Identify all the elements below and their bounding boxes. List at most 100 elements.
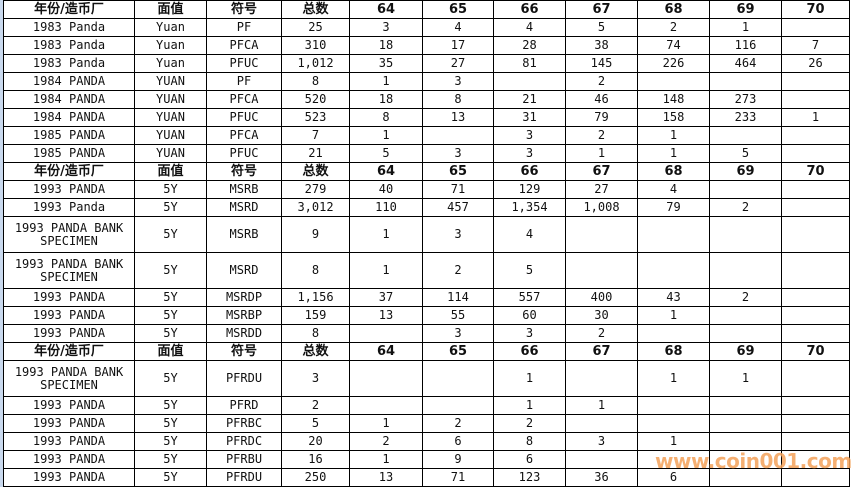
table-cell [781, 306, 850, 325]
table-cell: 5Y [134, 306, 207, 325]
table-cell: Yuan [134, 54, 207, 73]
table-cell: 17 [422, 36, 494, 55]
table-cell: 36 [565, 468, 638, 487]
table-cell: 26 [781, 54, 850, 73]
table-cell: 1,008 [565, 198, 638, 217]
table-cell: 5Y [134, 360, 207, 397]
table-cell: 5Y [134, 216, 207, 253]
table-cell: 5 [349, 144, 423, 163]
table-cell: 233 [709, 108, 782, 127]
table-cell [565, 414, 638, 433]
table-cell [781, 180, 850, 199]
table-cell [422, 126, 494, 145]
table-cell: 2 [422, 252, 494, 289]
table-cell: 16 [281, 450, 350, 469]
table-cell [709, 252, 782, 289]
table-cell: 8 [349, 108, 423, 127]
column-header: 66 [493, 0, 566, 19]
table-cell: 37 [349, 288, 423, 307]
table-cell: 1993 PANDA [3, 396, 135, 415]
table-cell: 1993 PANDA [3, 180, 135, 199]
table-cell: 114 [422, 288, 494, 307]
column-header: 70 [781, 162, 850, 181]
table-cell: 1 [637, 360, 710, 397]
table-cell: 520 [281, 90, 350, 109]
column-header: 总数 [281, 0, 350, 19]
table-cell [781, 144, 850, 163]
table-cell [781, 198, 850, 217]
column-header: 面值 [134, 162, 207, 181]
table-cell: PFCA [206, 36, 282, 55]
table-cell: 5Y [134, 414, 207, 433]
table-cell: 6 [637, 468, 710, 487]
table-cell: 273 [709, 90, 782, 109]
table-cell: 5Y [134, 180, 207, 199]
table-cell: 60 [493, 306, 566, 325]
table-cell [709, 126, 782, 145]
table-cell: PFUC [206, 108, 282, 127]
table-cell: 116 [709, 36, 782, 55]
table-row: 1984 PANDA YUAN PFUC 523 8 13 31 79 158 233 1 [3, 108, 850, 127]
table-cell [422, 396, 494, 415]
table-cell: 3 [493, 324, 566, 343]
table-cell [781, 90, 850, 109]
table-cell: 2 [422, 414, 494, 433]
table-cell [637, 72, 710, 91]
table-cell: 1993 Panda [3, 198, 135, 217]
table-row: 1993 PANDA 5Y PFRD 2 1 1 [3, 396, 850, 415]
table-cell: 35 [349, 54, 423, 73]
table-cell: 18 [349, 90, 423, 109]
table-cell [637, 414, 710, 433]
table-cell [781, 288, 850, 307]
column-header: 64 [349, 0, 423, 19]
table-cell: 8 [281, 252, 350, 289]
table-row: 1985 PANDA YUAN PFCA 7 1 3 2 1 [3, 126, 850, 145]
table-cell: 2 [637, 18, 710, 37]
table-cell: 4 [493, 216, 566, 253]
table-cell: 3 [422, 324, 494, 343]
table-cell [781, 72, 850, 91]
table-cell: 21 [281, 144, 350, 163]
table-row: 1984 PANDA YUAN PFCA 520 18 8 21 46 148 273 [3, 90, 850, 109]
table-cell: 25 [281, 18, 350, 37]
table-cell: 5 [709, 144, 782, 163]
table-cell [781, 216, 850, 253]
table-cell: 5 [493, 252, 566, 289]
column-header: 面值 [134, 0, 207, 19]
table-cell: 55 [422, 306, 494, 325]
table-cell: PF [206, 18, 282, 37]
watermark: www.coin001.com [655, 449, 852, 473]
table-cell: PFUC [206, 54, 282, 73]
table-cell [709, 414, 782, 433]
table-cell: PFRDC [206, 432, 282, 451]
mintage-table: 年份/造币厂 面值 符号 总数 64 65 66 67 68 69 70 1983 Panda Yuan… [3, 0, 850, 487]
table-cell: PFUC [206, 144, 282, 163]
table-cell [493, 72, 566, 91]
table-cell: 523 [281, 108, 350, 127]
table-cell [781, 414, 850, 433]
table-cell: 279 [281, 180, 350, 199]
table-cell: 9 [281, 216, 350, 253]
table-cell: 8 [281, 72, 350, 91]
table-cell [781, 468, 850, 487]
column-header: 符号 [206, 342, 282, 361]
table-cell: 1983 Panda [3, 36, 135, 55]
table-cell [709, 306, 782, 325]
table-cell: 1 [349, 450, 423, 469]
table-cell: MSRD [206, 198, 282, 217]
table-cell: 1993 PANDA BANK SPECIMEN [3, 252, 135, 289]
table-cell: 3,012 [281, 198, 350, 217]
table-cell: PFCA [206, 126, 282, 145]
table-cell: 3 [422, 144, 494, 163]
header-row: 年份/造币厂 面值 符号 总数 64 65 66 67 68 69 70 [3, 0, 850, 19]
table-cell: 1 [637, 126, 710, 145]
table-cell: 3 [422, 72, 494, 91]
column-header: 67 [565, 0, 638, 19]
table-cell: 159 [281, 306, 350, 325]
table-cell: 5 [565, 18, 638, 37]
table-cell: 1985 PANDA [3, 144, 135, 163]
table-cell: YUAN [134, 144, 207, 163]
table-cell: 1984 PANDA [3, 72, 135, 91]
table-cell: 2 [709, 198, 782, 217]
table-cell: YUAN [134, 108, 207, 127]
